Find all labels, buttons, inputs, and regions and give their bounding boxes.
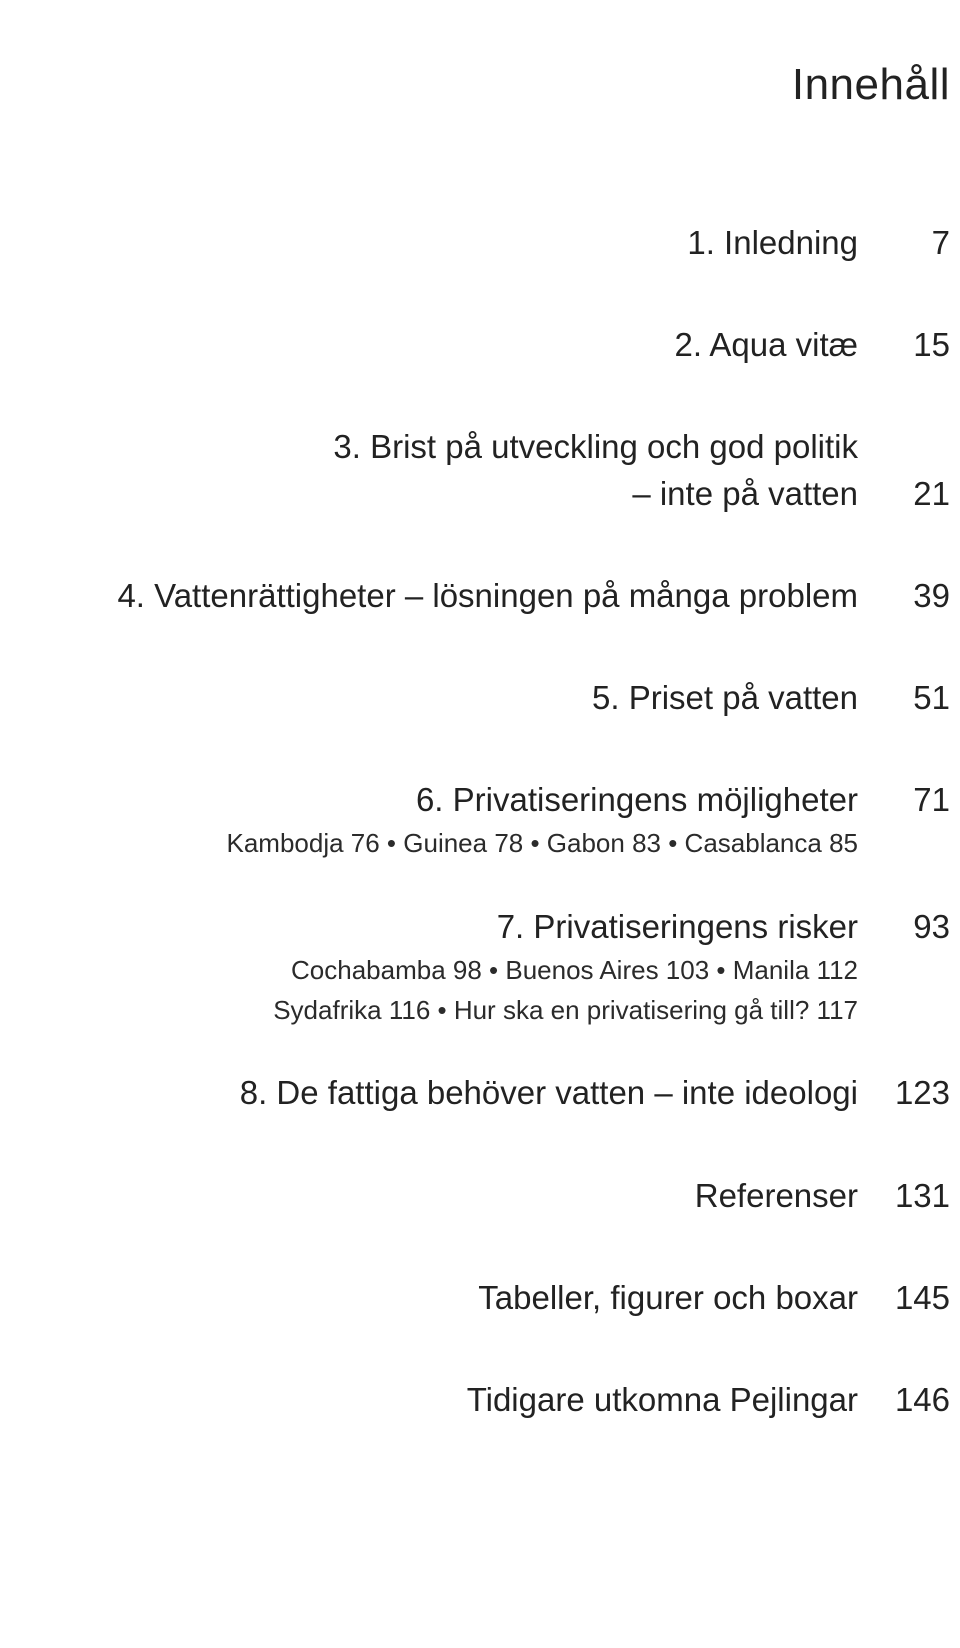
toc-page-number: 123 — [890, 1074, 950, 1112]
toc-entry: Referenser 131 — [110, 1173, 950, 1219]
toc-label: Referenser — [110, 1173, 858, 1219]
toc-sublabel: – inte på vatten — [110, 471, 858, 517]
toc-detail: Sydafrika 116 • Hur ska en privatisering… — [110, 990, 858, 1030]
toc-page-spacer — [890, 428, 950, 466]
toc-entry: 7. Privatiseringens risker 93 Cochabamba… — [110, 904, 950, 1031]
toc-page-number: 39 — [890, 577, 950, 615]
toc-entry: Tidigare utkomna Pejlingar 146 — [110, 1377, 950, 1423]
page-title: Innehåll — [110, 60, 950, 110]
toc-page-number: 146 — [890, 1381, 950, 1419]
toc-label: 5. Priset på vatten — [110, 675, 858, 721]
toc-entry: 6. Privatiseringens möjligheter 71 Kambo… — [110, 777, 950, 863]
toc-entry: 2. Aqua vitæ 15 — [110, 322, 950, 368]
toc-label: Tidigare utkomna Pejlingar — [110, 1377, 858, 1423]
toc-page-number: 131 — [890, 1177, 950, 1215]
toc-label: 8. De fattiga behöver vatten – inte ideo… — [110, 1070, 858, 1116]
toc-label: Tabeller, figurer och boxar — [110, 1275, 858, 1321]
toc-page-number: 7 — [890, 224, 950, 262]
toc-entry: 4. Vattenrättigheter – lösningen på mång… — [110, 573, 950, 619]
toc-label: 6. Privatiseringens möjligheter — [110, 777, 858, 823]
toc-page-number: 93 — [890, 908, 950, 946]
toc-page-number: 15 — [890, 326, 950, 364]
toc-page-number: 21 — [890, 475, 950, 513]
toc-page: Innehåll 1. Inledning 7 2. Aqua vitæ 15 … — [0, 0, 960, 1648]
toc-entry: Tabeller, figurer och boxar 145 — [110, 1275, 950, 1321]
toc-detail: Cochabamba 98 • Buenos Aires 103 • Manil… — [110, 950, 858, 990]
toc-label: 4. Vattenrättigheter – lösningen på mång… — [110, 573, 858, 619]
toc-entry: 3. Brist på utveckling och god politik –… — [110, 424, 950, 516]
toc-page-number: 145 — [890, 1279, 950, 1317]
toc-detail: Kambodja 76 • Guinea 78 • Gabon 83 • Cas… — [110, 823, 858, 863]
toc-label: 1. Inledning — [110, 220, 858, 266]
toc-entry: 1. Inledning 7 — [110, 220, 950, 266]
toc-label: 2. Aqua vitæ — [110, 322, 858, 368]
toc-label: 7. Privatiseringens risker — [110, 904, 858, 950]
toc-label: 3. Brist på utveckling och god politik — [110, 424, 858, 470]
toc-entry: 5. Priset på vatten 51 — [110, 675, 950, 721]
toc-entry: 8. De fattiga behöver vatten – inte ideo… — [110, 1070, 950, 1116]
toc-page-number: 51 — [890, 679, 950, 717]
toc-page-number: 71 — [890, 781, 950, 819]
